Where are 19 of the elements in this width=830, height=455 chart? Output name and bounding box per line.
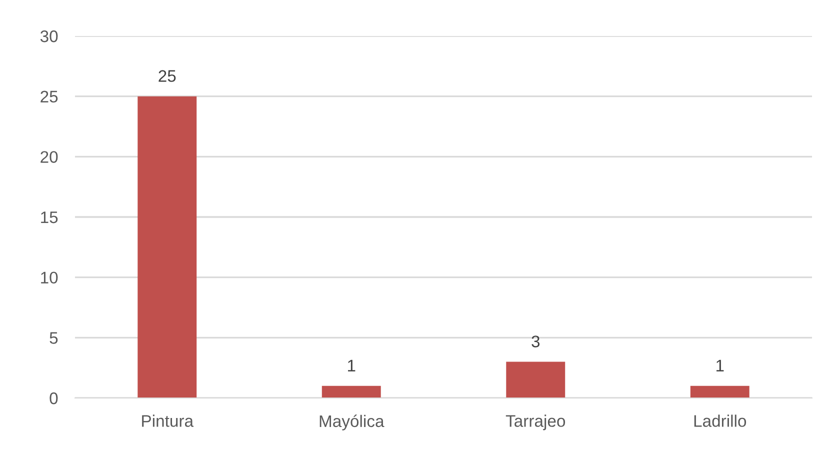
- data-label: 25: [158, 70, 176, 82]
- x-tick-label: Pintura: [142, 414, 194, 427]
- x-tick-label: Tarrajeo: [506, 414, 566, 430]
- data-label: 1: [716, 360, 724, 372]
- y-tick-label: 25: [40, 90, 58, 103]
- x-tick-label: Ladrillo: [694, 414, 746, 427]
- data-label: 1: [348, 360, 356, 372]
- data-label: 3: [532, 336, 540, 348]
- bar: [322, 386, 381, 398]
- x-tick-label: Mayólica: [320, 414, 384, 430]
- y-tick-label: 5: [50, 332, 58, 344]
- y-tick-label: 30: [40, 30, 58, 42]
- bar: [690, 386, 750, 398]
- y-tick-label: 20: [40, 151, 58, 163]
- y-tick-label: 0: [50, 392, 58, 404]
- y-tick-label: 10: [41, 272, 58, 284]
- bar: [138, 96, 197, 398]
- bar: [506, 362, 566, 398]
- y-tick-label: 15: [41, 212, 58, 224]
